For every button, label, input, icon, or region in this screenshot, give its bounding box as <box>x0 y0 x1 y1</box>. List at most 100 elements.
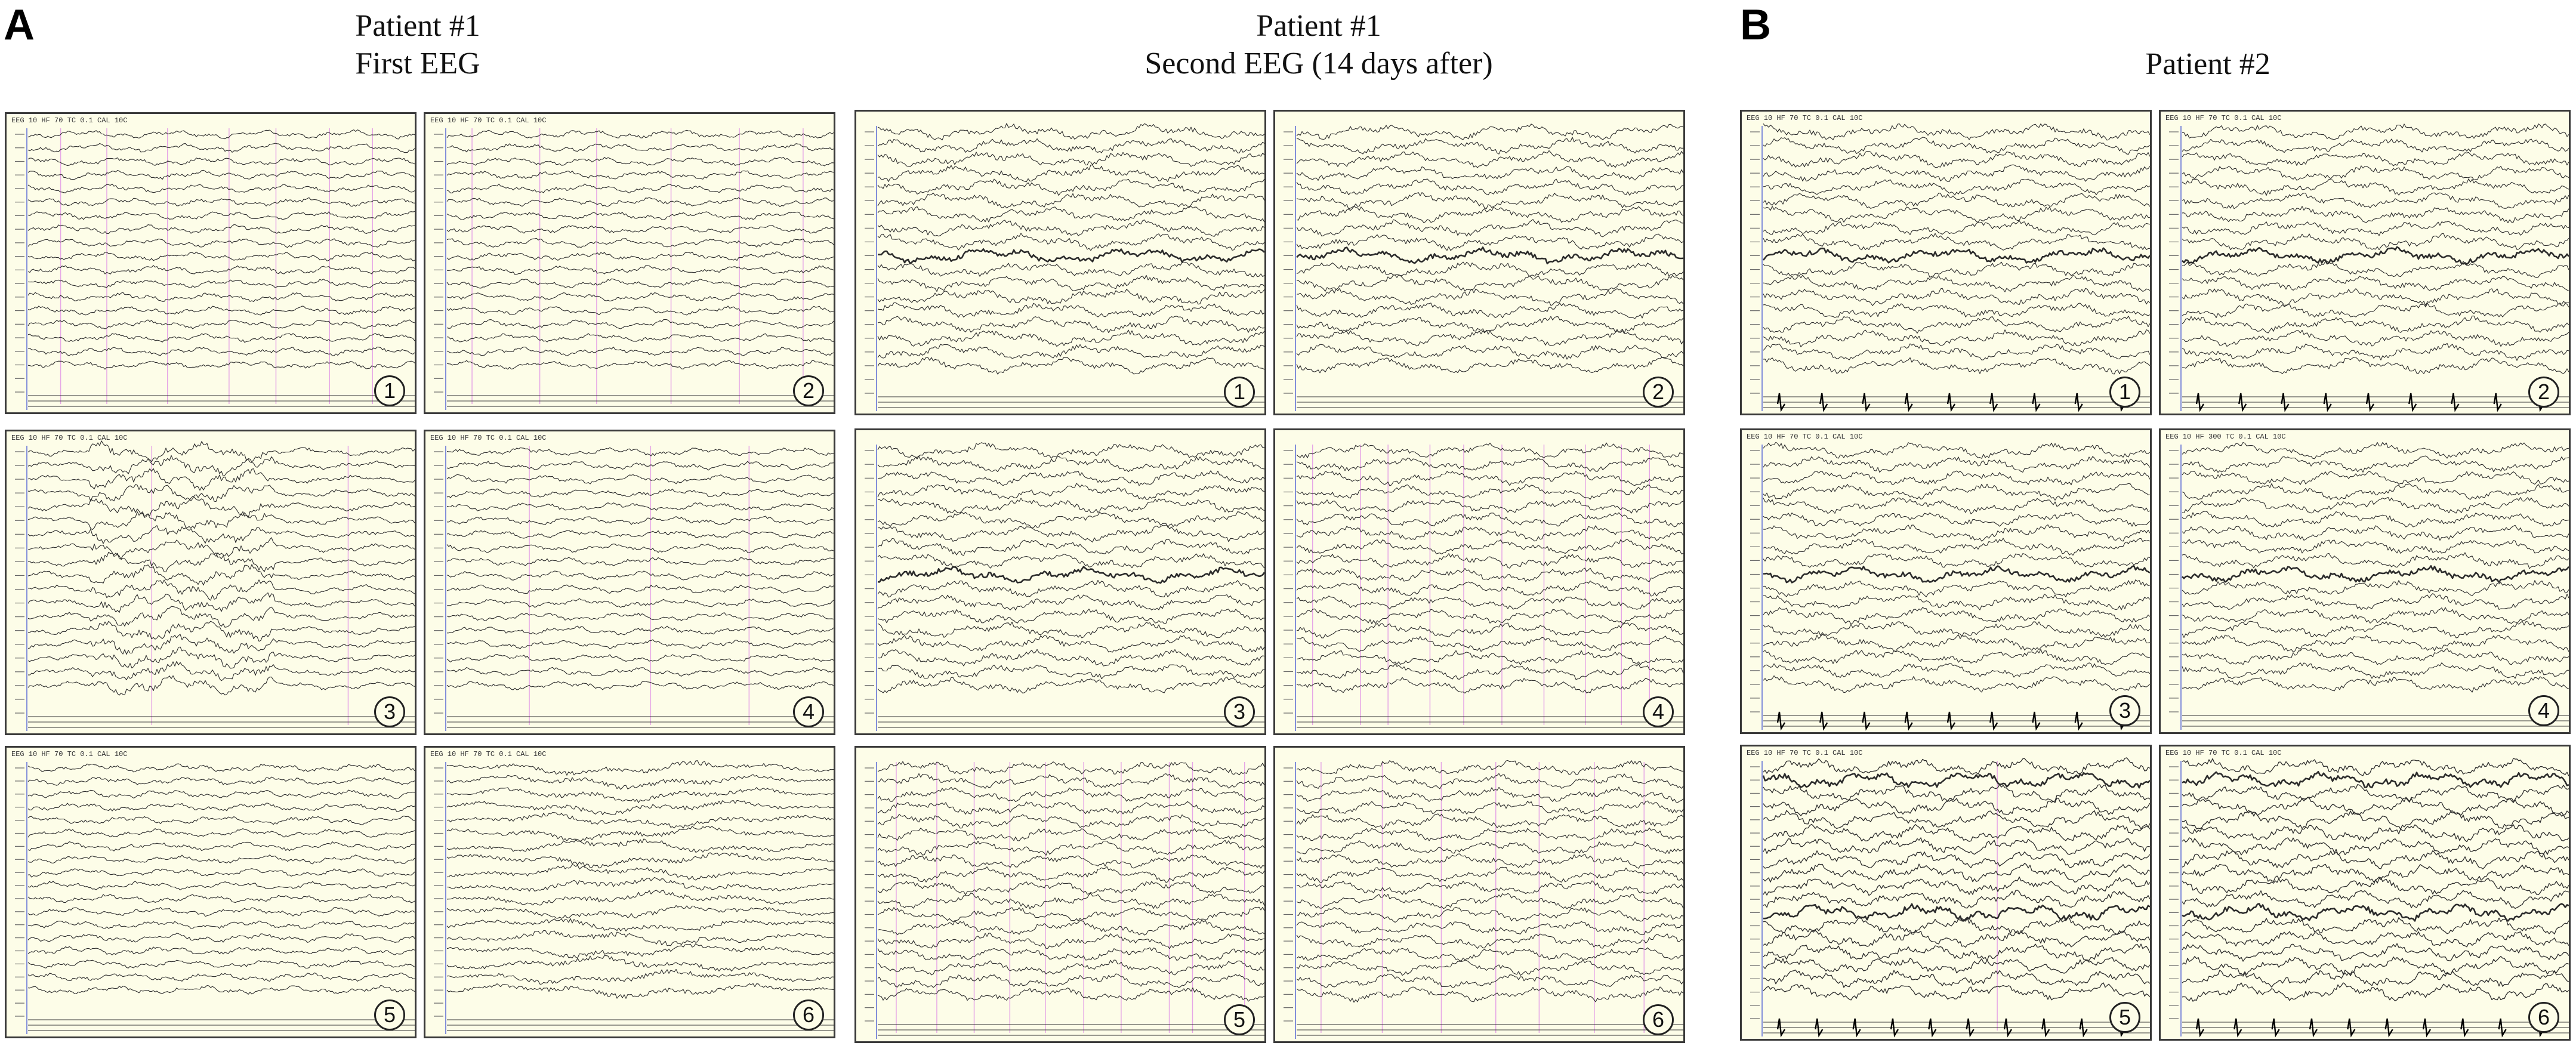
eeg-channel-trace <box>877 274 1264 292</box>
eeg-channel-trace <box>1296 567 1683 582</box>
eeg-channel-trace <box>1763 837 2150 855</box>
eeg-channel-trace <box>877 206 1264 223</box>
eeg-channel-trace <box>2182 676 2569 693</box>
ecg-spike <box>2074 393 2083 412</box>
eeg-channel-trace <box>1296 933 1683 949</box>
eeg-channel-trace <box>1296 124 1683 140</box>
eeg-channel-trace <box>27 129 415 140</box>
eeg-channel-trace <box>446 930 834 946</box>
eeg-channel-trace <box>2182 511 2569 527</box>
eeg-trace-plot <box>865 761 1264 1039</box>
eeg-channel-trace <box>446 653 834 663</box>
eeg-channel-trace <box>2182 634 2569 653</box>
eeg-channel-trace <box>2182 288 2569 306</box>
ecg-spike <box>1819 393 1828 412</box>
ecg-spike <box>2074 711 2083 731</box>
ecg-spike <box>1819 711 1828 731</box>
eeg-channel-trace <box>877 566 1264 584</box>
eeg-channel-trace <box>1296 608 1683 625</box>
eeg-channel-trace <box>877 635 1264 653</box>
section-label-b: B <box>1740 1 1771 49</box>
eeg-channel-trace <box>1763 343 2150 360</box>
eeg-channel-trace <box>1296 663 1683 680</box>
eeg-channel-trace <box>446 225 834 234</box>
eeg-channel-trace <box>28 661 415 681</box>
eeg-channel-trace <box>877 233 1264 251</box>
eeg-channel-trace <box>877 579 1264 598</box>
eeg-channel-trace <box>1296 150 1683 168</box>
eeg-channel-trace <box>446 570 834 581</box>
eeg-channel-trace <box>446 667 834 677</box>
eeg-channel-trace <box>877 664 1264 680</box>
eeg-channel-trace <box>27 854 415 865</box>
eeg-channel-trace <box>877 511 1264 529</box>
eeg-channel-trace <box>446 278 834 289</box>
panel-number-badge: 4 <box>793 696 824 727</box>
ecg-spike <box>1946 711 1956 731</box>
eeg-channel-trace <box>1763 512 2150 527</box>
eeg-channel-trace <box>446 625 834 635</box>
eeg-channel-trace <box>877 483 1264 500</box>
ecg-spike <box>2032 711 2041 731</box>
group-title-line: Second EEG (14 days after) <box>1144 47 1493 81</box>
eeg-channel-trace <box>1296 760 1683 775</box>
eeg-channel-trace <box>27 776 415 786</box>
eeg-channel-trace <box>27 803 415 812</box>
eeg-trace-plot <box>2169 758 2569 1038</box>
eeg-channel-trace <box>1296 906 1683 923</box>
eeg-trace-plot <box>434 446 834 731</box>
eeg-channel-trace <box>1296 986 1683 1003</box>
eeg-channel-trace <box>877 498 1264 514</box>
eeg-channel-trace <box>2182 890 2569 909</box>
eeg-channel-trace <box>27 881 415 890</box>
eeg-channel-trace <box>877 893 1264 909</box>
eeg-channel-trace <box>1296 539 1683 555</box>
eeg-channel-trace <box>446 800 834 816</box>
ecg-spike <box>2003 1018 2013 1038</box>
eeg-panel: EEG 10 HF 70 TC 0.1 CAL 10C 2 <box>424 112 835 414</box>
eeg-channel-trace <box>2182 552 2569 569</box>
eeg-channel-trace <box>2182 931 2569 948</box>
eeg-channel-trace <box>877 455 1264 473</box>
eeg-channel-trace <box>1296 596 1683 610</box>
eeg-channel-trace <box>1296 947 1683 961</box>
eeg-panel: 3 <box>854 428 1266 735</box>
eeg-channel-trace <box>877 525 1264 543</box>
eeg-channel-trace <box>2182 152 2569 166</box>
eeg-channel-trace <box>877 538 1264 556</box>
eeg-trace-plot <box>2169 124 2569 412</box>
eeg-channel-trace <box>1296 442 1683 458</box>
eeg-channel-trace <box>2182 138 2569 153</box>
eeg-channel-trace <box>877 960 1264 976</box>
panel-number-badge: 3 <box>1224 696 1255 727</box>
ecg-spike <box>1966 1018 1975 1038</box>
eeg-channel-trace <box>27 292 415 303</box>
eeg-channel-trace <box>1296 677 1683 694</box>
eeg-channel-trace <box>446 143 834 153</box>
panel-number-badge: 2 <box>1643 377 1674 408</box>
eeg-channel-trace <box>27 906 415 917</box>
eeg-channel-trace <box>27 525 415 544</box>
eeg-channel-trace <box>1763 483 2150 501</box>
eeg-channel-trace <box>1296 893 1683 909</box>
eeg-channel-trace <box>27 592 415 613</box>
eeg-channel-trace <box>877 947 1264 961</box>
panel-header-text: EEG 10 HF 70 TC 0.1 CAL 10C <box>1747 749 1863 757</box>
eeg-channel-trace <box>446 787 834 803</box>
eeg-channel-trace <box>27 985 415 995</box>
ecg-spike <box>1862 393 1871 412</box>
eeg-channel-trace <box>2182 662 2569 680</box>
eeg-channel-trace <box>1296 960 1683 976</box>
eeg-channel-trace <box>1296 786 1683 803</box>
eeg-channel-trace <box>27 265 415 274</box>
ecg-spike <box>1928 1018 1937 1038</box>
eeg-channel-trace <box>446 968 834 985</box>
group-title-line: First EEG <box>355 47 480 81</box>
eeg-channel-trace <box>877 329 1264 347</box>
ecg-spike <box>2233 1018 2242 1038</box>
eeg-channel-trace <box>2182 648 2569 665</box>
eeg-channel-trace <box>877 219 1264 237</box>
eeg-channel-trace <box>1296 288 1683 306</box>
panel-header-text: EEG 10 HF 70 TC 0.1 CAL 10C <box>2165 749 2282 757</box>
eeg-channel-trace <box>1763 192 2150 209</box>
